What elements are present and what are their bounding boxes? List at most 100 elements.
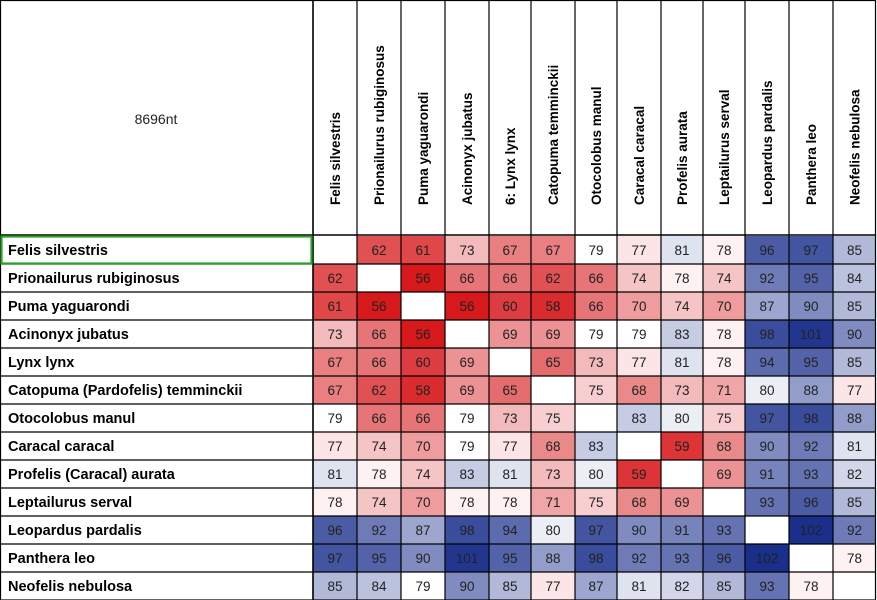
cell-value: 75: [588, 383, 603, 398]
heatmap-cell: [661, 432, 703, 460]
cell-value: 88: [847, 411, 862, 426]
cell-value: 78: [502, 495, 517, 510]
cell-value: 56: [415, 327, 430, 342]
heatmap-cell: [703, 572, 745, 600]
cell-value: 77: [327, 439, 342, 454]
cell-value: 85: [502, 579, 517, 594]
heatmap-cell: [313, 376, 357, 404]
heatmap-cell: [661, 488, 703, 516]
cell-value: 70: [716, 299, 731, 314]
cell-value: 79: [631, 327, 646, 342]
row-label-5: Lynx lynx: [8, 355, 74, 371]
cell-value: 96: [803, 495, 818, 510]
heatmap-cell: [703, 348, 745, 376]
cell-value: 75: [716, 411, 731, 426]
heatmap-cell: [531, 572, 575, 600]
heatmap-cell: [745, 488, 789, 516]
cell-value: 85: [847, 299, 862, 314]
heatmap-cell: [617, 292, 661, 320]
cell-value: 81: [847, 439, 862, 454]
matrix-title: 8696nt: [135, 111, 178, 127]
heatmap-cell: [789, 460, 833, 488]
heatmap-cell: [531, 404, 575, 432]
cell-value: 75: [588, 495, 603, 510]
heatmap-cell: [445, 348, 489, 376]
heatmap-cell: [313, 236, 357, 264]
cell-value: 79: [459, 439, 474, 454]
heatmap-cell: [617, 264, 661, 292]
heatmap-cell: [833, 292, 876, 320]
heatmap-cell: [745, 236, 789, 264]
heatmap-cell: [789, 320, 833, 348]
cell-value: 62: [327, 271, 342, 286]
heatmap-cell: [401, 432, 445, 460]
heatmap-cell: [833, 432, 876, 460]
heatmap-cell: [445, 264, 489, 292]
heatmap-cell: [703, 292, 745, 320]
cell-value: 93: [759, 579, 774, 594]
cell-value: 97: [803, 243, 818, 258]
heatmap-cell: [833, 516, 876, 544]
heatmap-cell: [833, 572, 876, 600]
cell-value: 67: [502, 243, 517, 258]
cell-value: 69: [545, 327, 560, 342]
cell-value: 81: [327, 467, 342, 482]
heatmap-cell: [445, 376, 489, 404]
cell-value: 77: [847, 383, 862, 398]
heatmap-cell: [313, 292, 357, 320]
heatmap-cell: [745, 544, 789, 572]
cell-value: 58: [415, 383, 430, 398]
cell-value: 94: [502, 523, 518, 538]
heatmap-cell: [745, 572, 789, 600]
row-label-7: Otocolobus manul: [8, 411, 135, 427]
heatmap-cell: [703, 432, 745, 460]
heatmap-cell: [661, 292, 703, 320]
cell-value: 61: [415, 243, 430, 258]
heatmap-cell: [575, 516, 617, 544]
column-header-12: Panthera leo: [804, 124, 819, 205]
cell-value: 95: [803, 355, 818, 370]
cell-value: 81: [674, 243, 689, 258]
heatmap-cell: [357, 404, 401, 432]
cell-value: 60: [502, 299, 517, 314]
heatmap-cell: [313, 544, 357, 572]
heatmap-cell: [401, 292, 445, 320]
cell-value: 73: [674, 383, 689, 398]
cell-value: 74: [415, 467, 431, 482]
heatmap-cell: [745, 320, 789, 348]
heatmap-cell: [661, 348, 703, 376]
cell-value: 96: [716, 551, 731, 566]
cell-value: 74: [631, 271, 647, 286]
heatmap-cell: [401, 348, 445, 376]
cell-value: 85: [847, 243, 862, 258]
heatmap-cell: [833, 376, 876, 404]
heatmap-cell: [617, 516, 661, 544]
cell-value: 56: [371, 299, 386, 314]
cell-value: 74: [674, 299, 690, 314]
heatmap-cell: [401, 572, 445, 600]
heatmap-cell: [617, 320, 661, 348]
cell-value: 66: [371, 327, 386, 342]
cell-value: 79: [327, 411, 342, 426]
heatmap-cell: [703, 488, 745, 516]
cell-value: 93: [803, 467, 818, 482]
heatmap-cell: [661, 544, 703, 572]
cell-value: 85: [716, 579, 731, 594]
column-header-13: Neofelis nebulosa: [848, 89, 863, 205]
heatmap-cell: [401, 516, 445, 544]
cell-value: 85: [847, 495, 862, 510]
cell-value: 79: [459, 411, 474, 426]
cell-value: 78: [716, 355, 731, 370]
cell-value: 90: [459, 579, 474, 594]
heatmap-cell: [401, 236, 445, 264]
heatmap-cell: [617, 376, 661, 404]
heatmap-cell: [531, 236, 575, 264]
heatmap-cell: [313, 572, 357, 600]
heatmap-cell: [531, 432, 575, 460]
row-label-13: Neofelis nebulosa: [8, 579, 133, 595]
heatmap-cell: [661, 404, 703, 432]
cell-value: 96: [327, 523, 342, 538]
selected-row-highlight: [0, 235, 313, 265]
heatmap-cell: [445, 544, 489, 572]
heatmap-cell: [575, 544, 617, 572]
